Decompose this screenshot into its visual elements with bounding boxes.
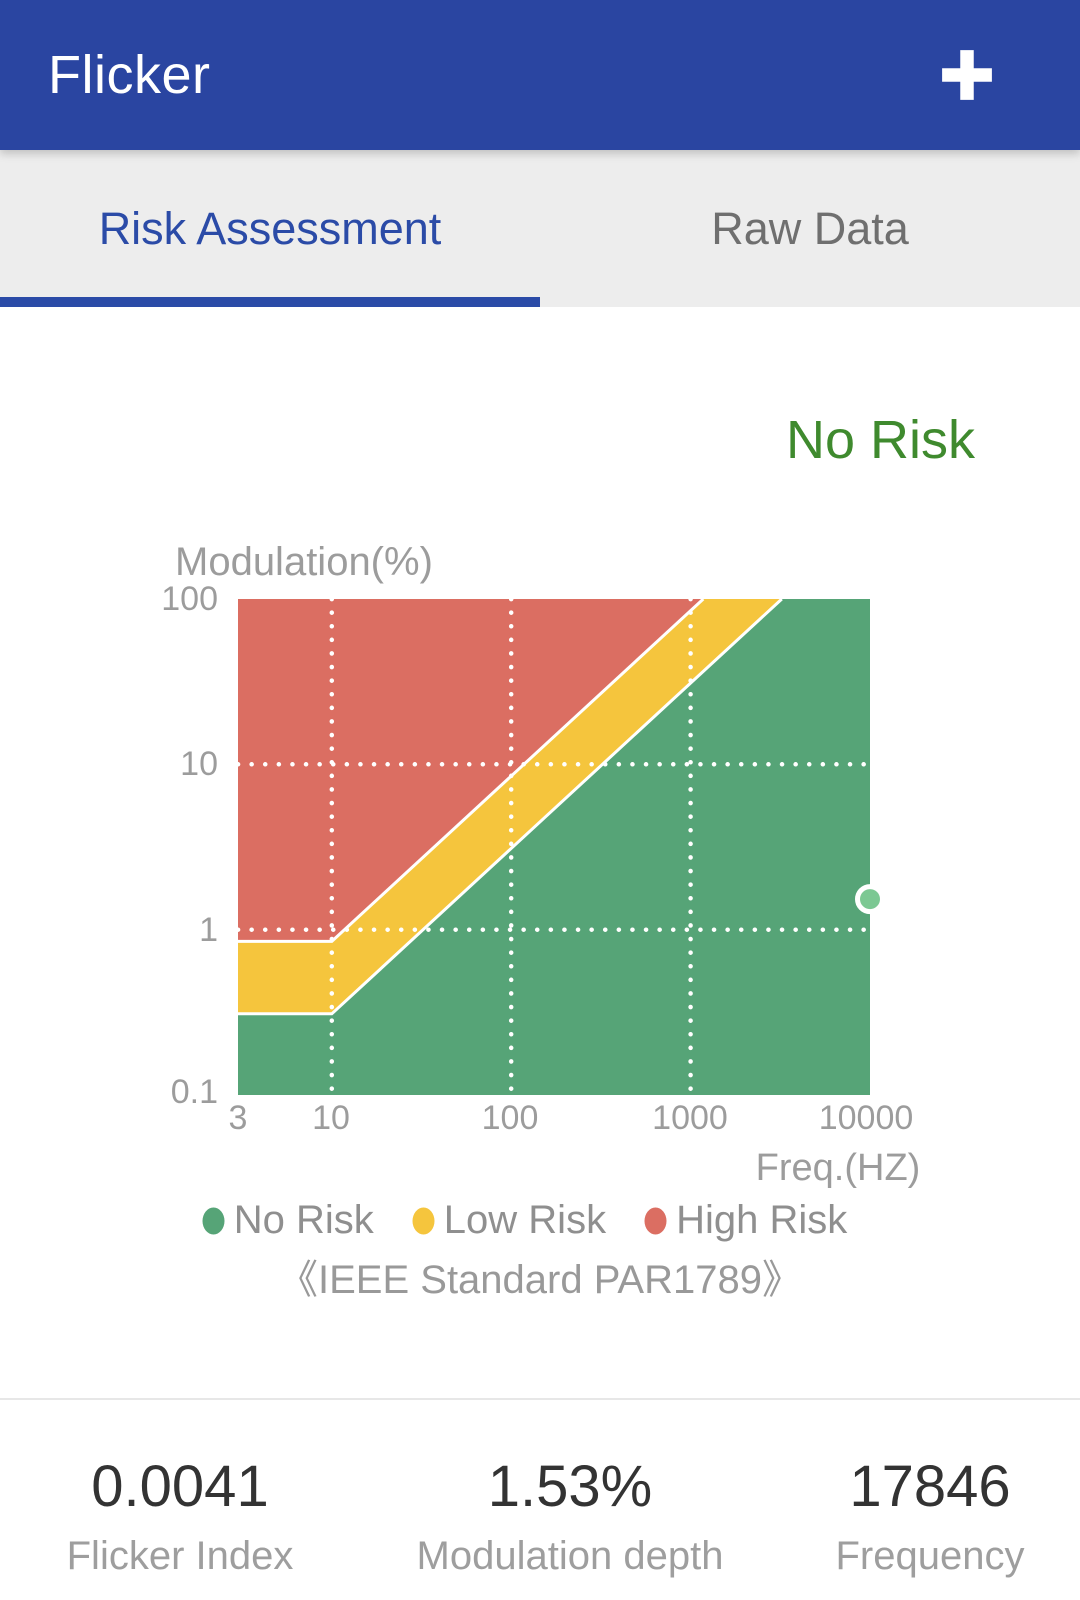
y-tick-100: 100 xyxy=(161,580,218,618)
modulation-depth-value: 1.53% xyxy=(487,1454,653,1519)
stats-row: 0.0041 Flicker Index 1.53% Modulation de… xyxy=(0,1400,1080,1579)
x-tick-10000: 10000 xyxy=(818,1099,914,1137)
active-tab-indicator xyxy=(0,297,540,307)
stats-divider xyxy=(0,1398,1080,1400)
risk-status: No Risk xyxy=(785,410,975,470)
no-risk-dot-icon xyxy=(202,1207,225,1234)
stat-frequency: 17846 Frequency xyxy=(780,1456,1080,1579)
flicker-index-label: Flicker Index xyxy=(66,1534,294,1578)
legend-item-no-risk: No Risk xyxy=(202,1198,374,1243)
tab-risk-assessment-label: Risk Assessment xyxy=(98,202,442,254)
high-risk-dot-icon xyxy=(644,1207,667,1234)
flicker-index-value: 0.0041 xyxy=(91,1454,269,1519)
plot-svg xyxy=(235,596,885,1098)
add-button[interactable] xyxy=(939,47,995,103)
y-tick-0-1: 0.1 xyxy=(170,1073,218,1111)
stat-flicker-index: 0.0041 Flicker Index xyxy=(0,1456,360,1579)
legend-item-low-risk: Low Risk xyxy=(412,1198,606,1243)
measurement-point xyxy=(855,884,885,915)
x-tick-100: 100 xyxy=(481,1099,539,1137)
y-tick-1: 1 xyxy=(199,911,218,949)
standard-caption: 《IEEE Standard PAR1789》 xyxy=(278,1258,802,1302)
region-high-risk xyxy=(238,599,704,942)
y-axis-title: Modulation(%) xyxy=(175,540,433,584)
gridlines xyxy=(235,596,873,1098)
frequency-value: 17846 xyxy=(849,1454,1011,1519)
frequency-label: Frequency xyxy=(835,1534,1025,1578)
plot-area xyxy=(235,596,885,1098)
stat-modulation-depth: 1.53% Modulation depth xyxy=(360,1456,780,1579)
tab-raw-data[interactable]: Raw Data xyxy=(540,150,1080,307)
tab-risk-assessment[interactable]: Risk Assessment xyxy=(0,150,540,307)
tab-raw-data-label: Raw Data xyxy=(711,202,909,254)
chart-legend: No Risk Low Risk High Risk xyxy=(0,1198,1080,1243)
x-axis-title: Freq.(HZ) xyxy=(755,1147,921,1189)
x-tick-1000: 1000 xyxy=(652,1099,728,1137)
risk-chart: Modulation(%) 100 10 1 0.1 3 10 100 xyxy=(0,465,1080,1302)
region-no-risk xyxy=(238,599,870,1095)
y-tick-10: 10 xyxy=(180,745,218,783)
plus-icon xyxy=(942,50,992,100)
x-tick-3: 3 xyxy=(228,1099,248,1137)
legend-label-no-risk: No Risk xyxy=(233,1198,374,1242)
low-risk-dot-icon xyxy=(412,1207,435,1234)
high-risk-boundary-line xyxy=(238,597,705,943)
modulation-depth-label: Modulation depth xyxy=(416,1534,724,1578)
region-low-risk xyxy=(238,599,782,1014)
legend-item-high-risk: High Risk xyxy=(644,1198,847,1243)
page-title: Flicker xyxy=(48,45,211,105)
tab-bar: Risk Assessment Raw Data xyxy=(0,150,1080,307)
legend-label-high-risk: High Risk xyxy=(676,1198,848,1242)
app-header: Flicker xyxy=(0,0,1080,150)
x-tick-10: 10 xyxy=(312,1099,350,1137)
legend-label-low-risk: Low Risk xyxy=(443,1198,607,1242)
no-risk-boundary-line xyxy=(238,597,783,1016)
